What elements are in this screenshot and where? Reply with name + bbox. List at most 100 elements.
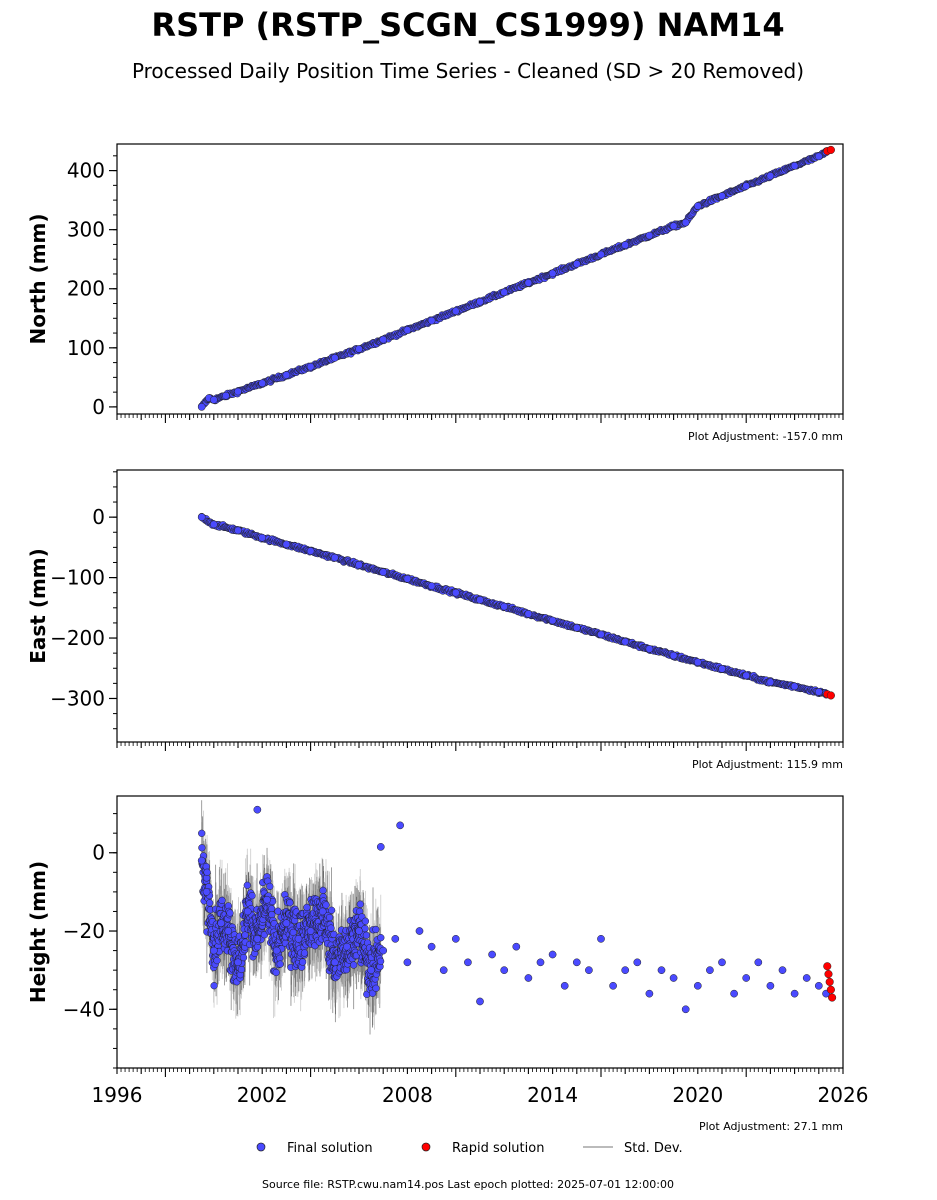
- rapid-point: [826, 145, 835, 154]
- legend-std-label: Std. Dev.: [624, 1141, 683, 1156]
- final-point: [224, 927, 233, 935]
- final-solution-series: [197, 148, 830, 411]
- plot-adjustment: Plot Adjustment: 115.9 mm: [692, 758, 843, 771]
- final-point: [330, 553, 339, 562]
- final-point: [778, 966, 787, 975]
- final-point: [742, 974, 751, 982]
- final-point: [451, 934, 460, 943]
- x-tick-label: 2020: [672, 1083, 723, 1107]
- plot-area: [117, 144, 843, 414]
- final-point: [197, 513, 206, 521]
- y-axis: 0 −100 −200 −300: [50, 471, 117, 730]
- final-point: [572, 623, 581, 632]
- rapid-point: [826, 985, 835, 994]
- final-point: [572, 958, 581, 967]
- final-point: [681, 1005, 690, 1014]
- final-point: [790, 682, 799, 691]
- final-point: [572, 260, 581, 268]
- final-point: [766, 678, 775, 687]
- final-point: [427, 316, 436, 325]
- final-point: [657, 966, 666, 975]
- final-point: [379, 946, 388, 955]
- final-point: [403, 958, 412, 967]
- final-point: [197, 856, 206, 865]
- final-point: [742, 182, 751, 190]
- final-point: [209, 520, 218, 529]
- y-axis-label: Height (mm): [26, 861, 50, 1003]
- y-tick-label: 0: [92, 505, 105, 529]
- final-point: [396, 821, 404, 830]
- rapid-solution-series: [823, 690, 835, 700]
- y-axis: 0 −20 −40: [63, 813, 117, 1069]
- final-point: [209, 946, 218, 955]
- final-point: [718, 665, 726, 673]
- final-point: [355, 345, 363, 353]
- final-point: [427, 942, 436, 951]
- final-point: [263, 895, 271, 904]
- final-point: [730, 989, 738, 998]
- final-point: [391, 934, 400, 943]
- final-point: [476, 596, 484, 604]
- final-point: [197, 403, 206, 411]
- final-point: [234, 958, 242, 967]
- final-point: [512, 942, 521, 951]
- final-point: [524, 610, 533, 618]
- final-point: [693, 202, 702, 210]
- final-point: [222, 391, 230, 400]
- final-point: [258, 379, 267, 388]
- final-point: [766, 172, 775, 180]
- final-point: [645, 645, 654, 653]
- panel-north: 0 100 200 300 400 North (mm) Plot Adjustment: …: [26, 143, 844, 443]
- rapid-point: [824, 970, 833, 979]
- x-tick-label: 2014: [527, 1083, 578, 1107]
- final-point: [548, 950, 557, 959]
- final-point: [476, 997, 484, 1006]
- legend: Final solution Rapid solution Std. Dev.: [256, 1141, 683, 1156]
- final-point: [427, 582, 436, 590]
- y-axis-label: North (mm): [26, 213, 50, 344]
- chart-title: RSTP (RSTP_SCGN_CS1999) NAM14: [151, 6, 784, 44]
- final-point: [355, 927, 363, 935]
- final-point: [306, 362, 315, 371]
- final-point: [500, 602, 509, 611]
- final-point: [754, 958, 763, 967]
- final-point: [294, 934, 303, 943]
- legend-final-label: Final solution: [287, 1141, 373, 1156]
- y-tick-label: −100: [50, 566, 105, 590]
- final-point: [645, 231, 654, 240]
- final-point: [379, 335, 388, 344]
- final-point: [597, 250, 605, 259]
- final-point: [500, 288, 509, 297]
- x-tick-label: 2002: [237, 1083, 288, 1107]
- final-point: [693, 658, 702, 667]
- final-point: [234, 387, 242, 396]
- y-tick-label: 0: [92, 841, 105, 865]
- final-point: [645, 989, 654, 998]
- final-point: [790, 162, 799, 170]
- plot-adjustment: Plot Adjustment: -157.0 mm: [688, 430, 843, 443]
- final-point: [633, 958, 642, 967]
- final-point: [669, 222, 678, 230]
- final-point: [597, 630, 605, 639]
- final-point: [234, 526, 242, 535]
- y-tick-label: 400: [67, 159, 105, 183]
- legend-rapid-marker: [421, 1142, 431, 1152]
- final-solution-series: [197, 513, 830, 698]
- final-point: [790, 989, 799, 998]
- final-point: [500, 966, 509, 975]
- y-tick-label: −20: [63, 919, 105, 943]
- final-point: [742, 671, 751, 680]
- x-axis: 1996 2002 2008 2014 2020 2026: [92, 1068, 868, 1107]
- rapid-point: [826, 691, 835, 700]
- plot-adjustment: Plot Adjustment: 27.1 mm: [699, 1120, 843, 1133]
- rapid-point: [828, 993, 837, 1002]
- final-point: [403, 574, 412, 583]
- final-point: [802, 974, 811, 982]
- final-point: [706, 966, 714, 975]
- rapid-point: [823, 962, 832, 971]
- final-point: [282, 540, 291, 549]
- final-point: [536, 958, 545, 967]
- final-point: [814, 687, 823, 696]
- panel-height: 0 −20 −40 Height (mm) 1996 2002 2008 2014 2020 20…: [26, 795, 868, 1133]
